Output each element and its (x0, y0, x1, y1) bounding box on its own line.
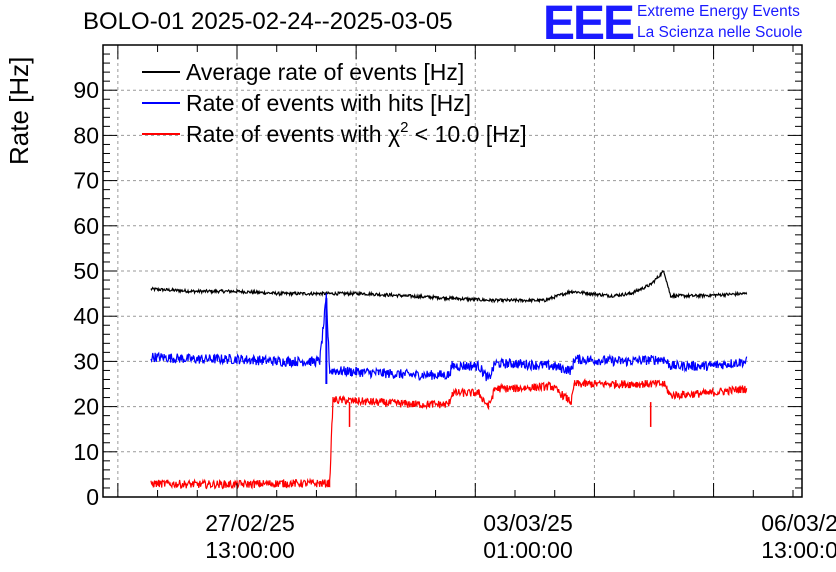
logo-line-2: La Scienza nelle Scuole (637, 24, 803, 41)
y-tick-label: 40 (73, 303, 99, 329)
chart-title: BOLO-01 2025-02-24--2025-03-05 (83, 8, 453, 35)
legend-label: Average rate of events [Hz] (186, 59, 464, 85)
logo-line-1: Extreme Energy Events (637, 3, 800, 20)
y-tick-label: 60 (73, 213, 99, 239)
x-tick-label-date: 06/03/25 (761, 510, 836, 536)
legend-label: Rate of events with hits [Hz] (186, 90, 471, 116)
series-line (150, 270, 748, 304)
x-tick-label-time: 13:00:00 (205, 537, 295, 563)
y-tick-label: 90 (73, 77, 99, 103)
x-tick-label-time: 01:00:00 (483, 537, 573, 563)
x-tick-label-date: 27/02/25 (205, 510, 295, 536)
y-tick-label: 20 (73, 394, 99, 420)
eee-logo-mark: EEE (543, 0, 635, 50)
y-tick-label: 30 (73, 348, 99, 374)
y-tick-label: 50 (73, 258, 99, 284)
y-tick-label: 70 (73, 168, 99, 194)
y-tick-label: 0 (86, 484, 99, 510)
series-line (150, 293, 748, 382)
x-tick-label-date: 03/03/25 (483, 510, 573, 536)
legend-label: Rate of events with χ2 < 10.0 [Hz] (186, 119, 527, 147)
y-tick-label: 80 (73, 122, 99, 148)
x-tick-label-time: 13:00:00 (761, 537, 836, 563)
series-line (150, 378, 748, 490)
y-tick-label: 10 (73, 439, 99, 465)
